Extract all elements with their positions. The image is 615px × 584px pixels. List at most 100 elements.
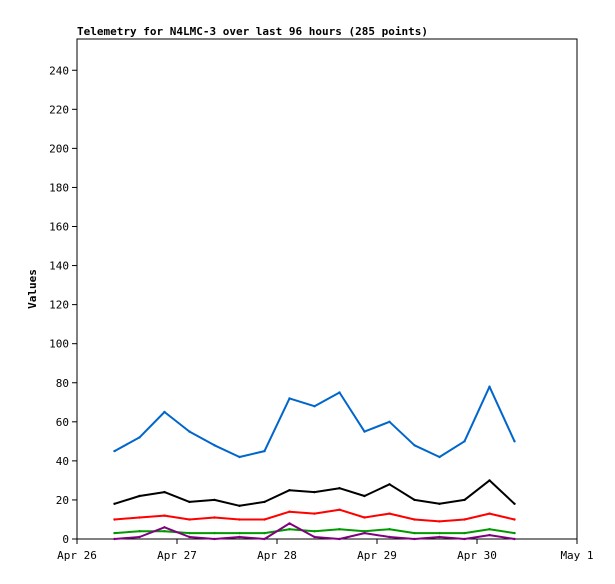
series-1-point (238, 504, 241, 507)
series-layer (113, 385, 516, 541)
series-2-point (388, 512, 391, 515)
series-0-point (138, 436, 141, 439)
series-3-point (138, 530, 141, 533)
series-4-point (188, 535, 191, 539)
series-1-point (388, 483, 391, 486)
series-0-point (163, 410, 166, 414)
series-0-point (188, 430, 191, 433)
y-tick-label: 40 (56, 455, 69, 468)
series-3-point (338, 528, 341, 531)
series-3-point (388, 528, 391, 531)
series-1-point (138, 494, 141, 498)
series-1-point (188, 500, 191, 504)
series-0-point (213, 444, 216, 447)
series-0-point (463, 440, 466, 443)
series-3-point (513, 531, 516, 535)
series-2 (113, 508, 516, 523)
series-0-point (313, 405, 316, 408)
x-axis: Apr 26 Apr 27 Apr 28 Apr 29 Apr 30 May 1 (57, 539, 594, 562)
series-3-point (413, 531, 416, 535)
y-tick-label: 200 (49, 142, 69, 155)
series-3-point (238, 531, 241, 535)
x-tick-label: Apr 28 (257, 549, 297, 562)
series-2-point (163, 514, 166, 517)
series-4-point (263, 537, 266, 541)
y-tick-label: 240 (49, 64, 69, 77)
series-4-point (413, 537, 416, 541)
series-0-point (238, 455, 241, 459)
y-tick-label: 140 (49, 260, 69, 273)
series-2-point (313, 512, 316, 515)
series-2-point (413, 518, 416, 521)
series-3-point (463, 531, 466, 535)
series-2-point (438, 520, 441, 523)
series-4-point (238, 535, 241, 539)
series-0-point (413, 444, 416, 447)
series-2-point (488, 512, 491, 515)
y-tick-label: 180 (49, 181, 69, 194)
series-4 (113, 522, 516, 541)
series-1-point (163, 490, 166, 494)
series-4-point (288, 522, 291, 525)
series-4-point (363, 531, 366, 535)
series-3-point (288, 528, 291, 531)
series-2-point (338, 508, 341, 511)
series-2-point (213, 516, 216, 519)
x-tick-label: May 1 (560, 549, 593, 562)
series-3-point (213, 531, 216, 535)
series-1-point (288, 489, 291, 492)
series-3-point (363, 530, 366, 533)
series-0-point (488, 385, 491, 388)
series-4-point (338, 537, 341, 541)
series-2-point (288, 510, 291, 513)
x-tick-label: Apr 27 (157, 549, 197, 562)
series-4-point (488, 533, 491, 537)
series-0 (113, 385, 516, 459)
y-axis: 0 20 40 60 80 100 120 140 160 180 200 220 240 (49, 64, 77, 546)
x-tick-label: Apr 26 (57, 549, 97, 562)
series-3-point (488, 528, 491, 531)
series-0-point (363, 430, 366, 433)
series-2-point (113, 518, 116, 521)
series-1-point (213, 498, 216, 502)
series-1-point (113, 502, 116, 505)
x-tick-label: Apr 29 (357, 549, 397, 562)
y-tick-label: 160 (49, 221, 69, 234)
series-0-point (113, 449, 116, 453)
series-2-line (114, 508, 515, 523)
y-tick-label: 80 (56, 377, 69, 390)
y-tick-label: 220 (49, 103, 69, 116)
series-1-point (463, 498, 466, 502)
series-0-point (263, 449, 266, 453)
series-3-point (163, 530, 166, 533)
series-4-point (138, 535, 141, 539)
series-0-point (388, 420, 391, 423)
series-2-point (188, 518, 191, 521)
plot-frame (76, 38, 578, 540)
series-2-point (263, 518, 266, 521)
y-tick-label: 0 (62, 533, 69, 546)
y-axis-label: Values (26, 269, 39, 309)
y-tick-label: 60 (56, 416, 69, 429)
series-4-point (213, 537, 216, 541)
series-3 (113, 528, 516, 535)
series-4-point (388, 535, 391, 539)
series-4-point (438, 535, 441, 539)
series-0-point (288, 397, 291, 400)
series-3-point (113, 531, 116, 535)
chart-title: Telemetry for N4LMC-3 over last 96 hours… (77, 25, 428, 38)
series-1-point (313, 490, 316, 494)
series-3-point (188, 531, 191, 535)
y-tick-label: 120 (49, 299, 69, 312)
series-2-point (138, 516, 141, 519)
series-3-point (438, 531, 441, 535)
series-4-point (113, 537, 116, 541)
series-4-point (463, 537, 466, 541)
series-1 (113, 479, 516, 507)
series-4-point (513, 537, 516, 541)
series-3-point (263, 531, 266, 535)
y-tick-label: 100 (49, 338, 69, 351)
series-0-point (513, 440, 516, 443)
